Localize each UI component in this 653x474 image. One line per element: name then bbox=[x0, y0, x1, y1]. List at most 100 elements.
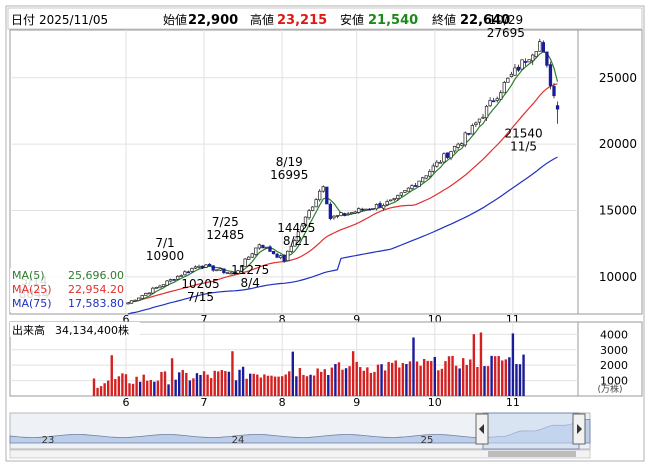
volume-bar bbox=[501, 360, 504, 396]
candle-body bbox=[310, 206, 315, 211]
volume-bar bbox=[231, 351, 234, 396]
high-label: 高値 bbox=[250, 12, 274, 27]
volume-bar bbox=[355, 361, 358, 396]
volume-bar bbox=[185, 372, 188, 396]
volume-bar bbox=[465, 364, 468, 396]
candle-body bbox=[140, 295, 144, 299]
volume-bar bbox=[405, 364, 408, 396]
candle-body bbox=[555, 105, 560, 110]
volume-bar bbox=[302, 374, 305, 396]
candle-body bbox=[353, 211, 357, 214]
volume-bar bbox=[359, 367, 362, 396]
candle-body bbox=[250, 253, 254, 258]
ma75-legend-label: MA(75) bbox=[12, 297, 52, 310]
annotation-value: 12485 bbox=[206, 228, 244, 242]
volume-bar bbox=[430, 360, 433, 396]
candle-body bbox=[516, 66, 521, 71]
volume-month-label: 10 bbox=[428, 396, 442, 409]
candle-body bbox=[541, 42, 545, 53]
candle-body bbox=[374, 204, 379, 210]
volume-bar bbox=[486, 366, 490, 396]
ma5-legend-value: 25,696.00 bbox=[68, 269, 124, 282]
volume-bar bbox=[238, 369, 241, 396]
volume-bar bbox=[110, 355, 113, 396]
volume-bar bbox=[320, 371, 323, 396]
annotation-date: 7/1 bbox=[155, 236, 174, 250]
volume-bar bbox=[298, 368, 302, 396]
volume-bar bbox=[160, 371, 163, 396]
candle-body bbox=[254, 247, 258, 255]
candle-body bbox=[399, 192, 403, 196]
annotation-value: 8/4 bbox=[241, 276, 260, 290]
candle-body bbox=[520, 59, 524, 70]
candle-body bbox=[247, 256, 251, 260]
volume-bar bbox=[415, 361, 419, 396]
candle-body bbox=[438, 161, 443, 164]
candle-body bbox=[470, 125, 474, 135]
volume-bar bbox=[419, 365, 422, 396]
candle-body bbox=[218, 268, 222, 271]
ohlc-header bbox=[7, 7, 643, 30]
candle-body bbox=[367, 208, 372, 211]
navigator-scrollbar-thumb[interactable] bbox=[488, 451, 576, 457]
volume-bar bbox=[192, 378, 195, 396]
volume-bar bbox=[504, 359, 507, 396]
candle-body bbox=[300, 225, 304, 232]
volume-bar bbox=[373, 371, 376, 396]
candle-body bbox=[545, 51, 549, 66]
candle-body bbox=[488, 100, 492, 107]
candle-body bbox=[176, 275, 180, 280]
volume-month-label: 11 bbox=[506, 396, 520, 409]
ma25-legend-label: MA(25) bbox=[12, 283, 52, 296]
volume-bar bbox=[181, 370, 184, 396]
volume-bar bbox=[337, 362, 341, 396]
annotation-value: 10900 bbox=[146, 249, 184, 263]
candle-body bbox=[179, 275, 183, 277]
volume-bar bbox=[433, 356, 436, 396]
candle-body bbox=[126, 302, 130, 305]
candle-body bbox=[403, 190, 407, 193]
annotation-date: 14425 bbox=[277, 221, 315, 235]
candle-body bbox=[151, 287, 155, 294]
candle-body bbox=[460, 143, 464, 146]
volume-bar bbox=[323, 369, 326, 396]
close-label: 終値 bbox=[432, 12, 456, 27]
volume-bar bbox=[234, 380, 238, 396]
volume-label: 出来高 bbox=[12, 323, 45, 337]
volume-bar bbox=[295, 376, 298, 396]
volume-unit: (万株) bbox=[597, 383, 622, 395]
volume-bar bbox=[96, 387, 99, 396]
volume-bar bbox=[128, 383, 131, 396]
volume-bar bbox=[117, 376, 121, 396]
candle-body bbox=[264, 246, 269, 249]
volume-bar bbox=[408, 361, 412, 396]
navigator-label: 23 bbox=[42, 435, 55, 446]
volume-bar bbox=[515, 364, 518, 396]
candle-body bbox=[389, 199, 393, 202]
candle-body bbox=[257, 244, 261, 249]
candle-body bbox=[506, 77, 510, 83]
volume-bar bbox=[458, 368, 461, 396]
volume-bars bbox=[92, 332, 525, 396]
volume-bar bbox=[394, 360, 397, 396]
volume-bar bbox=[256, 374, 259, 396]
annotation-value: 16995 bbox=[270, 168, 308, 182]
volume-bar bbox=[142, 374, 145, 396]
candle-body bbox=[381, 205, 386, 209]
ma5-legend-label: MA(5) bbox=[12, 269, 45, 282]
volume-bar bbox=[305, 376, 309, 396]
volume-bar bbox=[170, 358, 174, 396]
candle-body bbox=[286, 250, 290, 261]
volume-bar bbox=[284, 374, 287, 396]
volume-bar bbox=[199, 374, 202, 396]
candle-body bbox=[392, 197, 396, 201]
volume-bar bbox=[511, 333, 515, 396]
volume-bar bbox=[188, 380, 192, 396]
candle-body bbox=[229, 272, 233, 275]
navigator-selection[interactable] bbox=[482, 412, 580, 450]
candle-body bbox=[303, 216, 308, 226]
navigator-scrollbar[interactable] bbox=[9, 449, 591, 459]
ma25-line bbox=[127, 83, 558, 304]
candle-body bbox=[165, 280, 169, 286]
